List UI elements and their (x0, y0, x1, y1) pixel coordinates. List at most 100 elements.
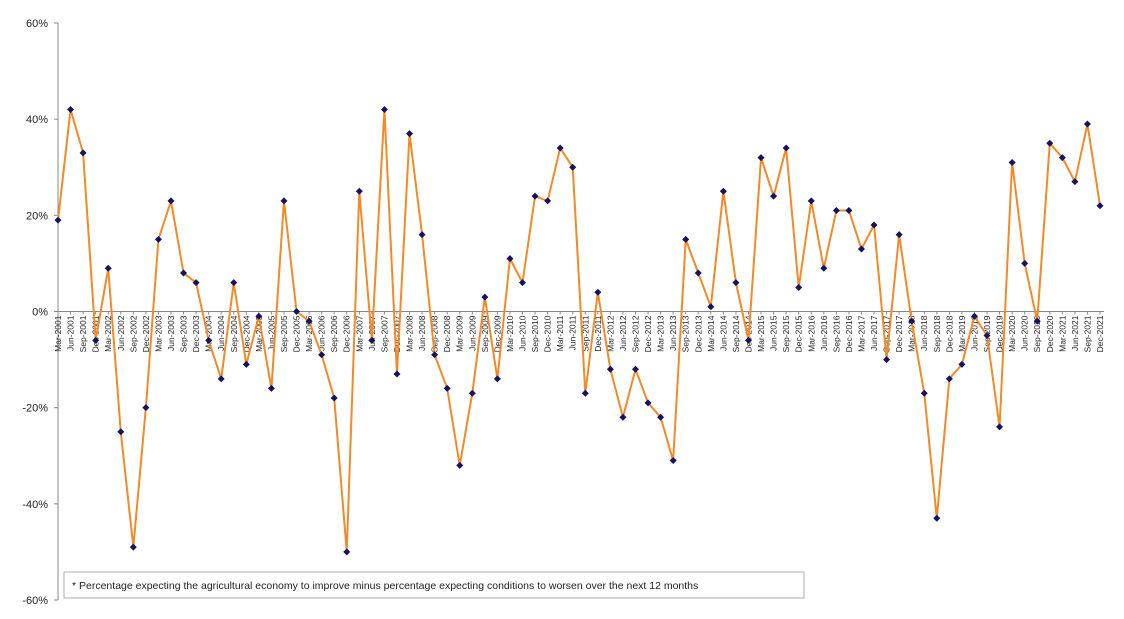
x-tick-label: Mar-2008 (405, 315, 415, 352)
data-marker (895, 231, 903, 239)
y-tick-label: 40% (26, 114, 48, 126)
x-tick-label: Mar-2020 (1007, 315, 1017, 352)
data-marker (519, 279, 527, 287)
data-marker (343, 548, 351, 556)
data-marker (443, 384, 451, 392)
data-marker (531, 192, 539, 200)
x-tick-label: Sep-2016 (831, 315, 841, 352)
data-marker (506, 255, 514, 263)
data-marker (481, 293, 489, 301)
data-marker (368, 336, 376, 344)
x-tick-label: Jun-2003 (166, 315, 176, 351)
y-tick-label: -40% (22, 499, 48, 511)
x-tick-label: Mar-2018 (907, 315, 917, 352)
data-marker (544, 197, 552, 205)
y-tick-label: -60% (22, 595, 48, 607)
x-tick-label: Dec-2011 (593, 315, 603, 351)
data-marker (380, 106, 388, 114)
footnote: * Percentage expecting the agricultural … (72, 580, 698, 592)
x-tick-label: Sep-2009 (480, 315, 490, 352)
x-tick-label: Sep-2007 (379, 315, 389, 352)
data-marker (719, 187, 727, 195)
data-marker (669, 457, 677, 465)
x-tick-label: Jun-2016 (819, 315, 829, 351)
data-marker (154, 235, 162, 243)
x-tick-label: Jun-2002 (116, 315, 126, 351)
data-marker (180, 269, 188, 277)
data-marker (983, 332, 991, 340)
data-marker (581, 389, 589, 397)
data-marker (757, 154, 765, 162)
x-tick-label: Jun-2017 (869, 315, 879, 351)
x-tick-label: Sep-2020 (1032, 315, 1042, 352)
x-tick-label: Sep-2012 (630, 315, 640, 352)
data-marker (996, 423, 1004, 431)
data-marker (845, 207, 853, 215)
data-marker (1033, 317, 1041, 325)
x-tick-label: Dec-2021 (1095, 315, 1105, 352)
data-marker (883, 356, 891, 364)
data-marker (318, 351, 326, 359)
data-marker (67, 106, 75, 114)
data-marker (644, 399, 652, 407)
data-marker (1021, 259, 1029, 267)
data-marker (406, 130, 414, 138)
x-tick-label: Jun-2012 (618, 315, 628, 351)
y-tick-label: 20% (26, 210, 48, 222)
x-tick-label: Dec-2017 (894, 315, 904, 352)
x-tick-label: Jun-2018 (919, 315, 929, 351)
data-marker (1008, 158, 1016, 166)
x-tick-label: Dec-2020 (1045, 315, 1055, 352)
data-marker (293, 308, 301, 315)
data-marker (556, 144, 564, 152)
data-marker (933, 514, 941, 522)
data-marker (242, 360, 250, 368)
x-tick-label: Dec-2005 (292, 315, 302, 352)
data-marker (958, 360, 966, 368)
x-tick-label: Dec-2006 (342, 315, 352, 352)
x-tick-label: Sep-2001 (78, 315, 88, 352)
data-line (57, 108, 1101, 553)
data-marker (418, 231, 426, 239)
data-marker (807, 197, 815, 205)
data-marker (255, 312, 263, 320)
data-marker (431, 351, 439, 359)
x-tick-label: Mar-2009 (455, 315, 465, 352)
data-marker (744, 336, 752, 344)
data-marker (694, 269, 702, 277)
x-tick-label: Dec-2008 (442, 315, 452, 352)
data-marker (631, 365, 639, 373)
x-tick-label: Mar-2016 (806, 315, 816, 352)
x-tick-label: Jun-2004 (216, 315, 226, 351)
x-tick-label: Dec-2007 (392, 315, 402, 352)
x-tick-label: Jun-2005 (266, 315, 276, 351)
x-tick-label: Jun-2014 (718, 315, 728, 351)
x-tick-label: Mar-2013 (656, 315, 666, 352)
data-marker (569, 163, 577, 171)
x-tick-label: Sep-2017 (882, 315, 892, 352)
y-tick-label: -20% (22, 403, 48, 415)
data-marker (832, 207, 840, 215)
data-marker (945, 375, 953, 383)
data-marker (192, 279, 200, 287)
data-marker (79, 149, 87, 157)
data-marker (167, 197, 175, 205)
x-tick-label: Dec-2010 (543, 315, 553, 352)
data-marker (92, 336, 100, 344)
x-tick-label: Dec-2013 (693, 315, 703, 352)
y-tick-label: 0% (32, 307, 48, 319)
x-tick-label: Jun-2001 (66, 315, 76, 351)
data-marker (920, 389, 928, 397)
data-marker (657, 413, 665, 421)
x-tick-label: Sep-2008 (430, 315, 440, 352)
x-tick-label: Sep-2013 (681, 315, 691, 352)
data-marker (857, 245, 865, 253)
x-tick-label: Sep-2004 (229, 315, 239, 352)
x-tick-label: Mar-2011 (555, 315, 565, 351)
x-tick-label: Sep-2006 (329, 315, 339, 352)
x-tick-label: Jun-2020 (1020, 315, 1030, 351)
data-marker (468, 389, 476, 397)
x-tick-label: Sep-2018 (932, 315, 942, 352)
data-marker (908, 317, 916, 325)
